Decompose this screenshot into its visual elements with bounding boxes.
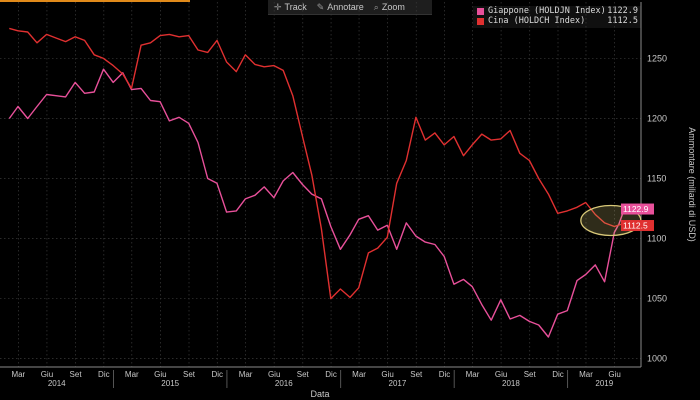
legend-label-china: Cina (HOLDCH Index) [488, 16, 586, 26]
last-value-label-japan: 1122.9 [623, 204, 649, 214]
zoom-button[interactable]: ⌕ Zoom [374, 2, 405, 13]
x-tick-label: Giu [154, 370, 166, 379]
legend-swatch-china [477, 17, 484, 25]
year-label: 2017 [389, 379, 407, 388]
x-tick-label: Set [70, 370, 83, 379]
x-tick-label: Dic [439, 370, 451, 379]
x-tick-label: Giu [41, 370, 53, 379]
last-value-tag-china [621, 220, 654, 232]
x-tick-label: Set [183, 370, 196, 379]
crosshair-icon: ✛ [274, 1, 282, 12]
x-axis-title: Data [310, 389, 329, 399]
year-label: 2019 [595, 379, 613, 388]
legend-value-china: 1112.5 [607, 16, 638, 26]
legend-value-japan: 1122.9 [607, 6, 638, 16]
y-tick-label: 1200 [647, 113, 667, 123]
y-tick-label: 1050 [647, 294, 667, 304]
zoom-label: Zoom [381, 2, 405, 12]
x-tick-label: Mar [239, 370, 253, 379]
x-tick-label: Dic [325, 370, 337, 379]
annotate-label: Annotare [327, 2, 364, 12]
x-tick-label: Mar [11, 370, 25, 379]
track-button[interactable]: ✛ Track [274, 2, 307, 13]
track-label: Track [284, 2, 307, 12]
legend-entry-china[interactable]: Cina (HOLDCH Index) 1112.5 [473, 16, 641, 26]
year-label: 2014 [48, 379, 66, 388]
x-tick-label: Set [297, 370, 310, 379]
highlight-ellipse [580, 204, 642, 237]
y-axis-title: Ammontare (miliardi di USD) [687, 127, 697, 242]
year-label: 2016 [275, 379, 293, 388]
legend-label-japan: Giappone (HOLDJN Index) [488, 6, 606, 16]
chart-toolbar: ✛ Track ✎ Annotare ⌕ Zoom [268, 0, 432, 15]
year-label: 2018 [502, 379, 520, 388]
x-tick-label: Dic [552, 370, 564, 379]
x-tick-label: Giu [268, 370, 280, 379]
x-tick-label: Set [410, 370, 423, 379]
y-tick-label: 1100 [647, 234, 666, 244]
series-line-china [9, 27, 624, 300]
x-tick-label: Mar [352, 370, 366, 379]
x-tick-label: Mar [579, 370, 593, 379]
pencil-icon: ✎ [316, 1, 325, 12]
active-tab-indicator [0, 0, 190, 2]
x-tick-label: Dic [212, 370, 224, 379]
last-value-tag-japan [621, 203, 654, 215]
chart-legend: Giappone (HOLDJN Index) 1122.9 Cina (HOL… [473, 6, 641, 28]
legend-swatch-japan [477, 7, 484, 15]
y-tick-label: 1000 [647, 354, 667, 364]
last-value-label-china: 1112.5 [623, 221, 648, 231]
series-line-japan [8, 68, 625, 338]
legend-entry-japan[interactable]: Giappone (HOLDJN Index) 1122.9 [473, 6, 641, 16]
y-tick-label: 1150 [647, 173, 666, 183]
x-tick-label: Giu [608, 370, 620, 379]
x-tick-label: Giu [495, 370, 507, 379]
x-tick-label: Mar [466, 370, 480, 379]
magnifier-icon: ⌕ [373, 1, 379, 12]
x-tick-label: Set [524, 370, 537, 379]
y-tick-label: 1250 [647, 53, 667, 63]
x-tick-label: Dic [98, 370, 110, 379]
x-tick-label: Giu [381, 370, 393, 379]
annotate-button[interactable]: ✎ Annotare [317, 2, 364, 13]
x-tick-label: Mar [125, 370, 139, 379]
year-label: 2015 [161, 379, 179, 388]
